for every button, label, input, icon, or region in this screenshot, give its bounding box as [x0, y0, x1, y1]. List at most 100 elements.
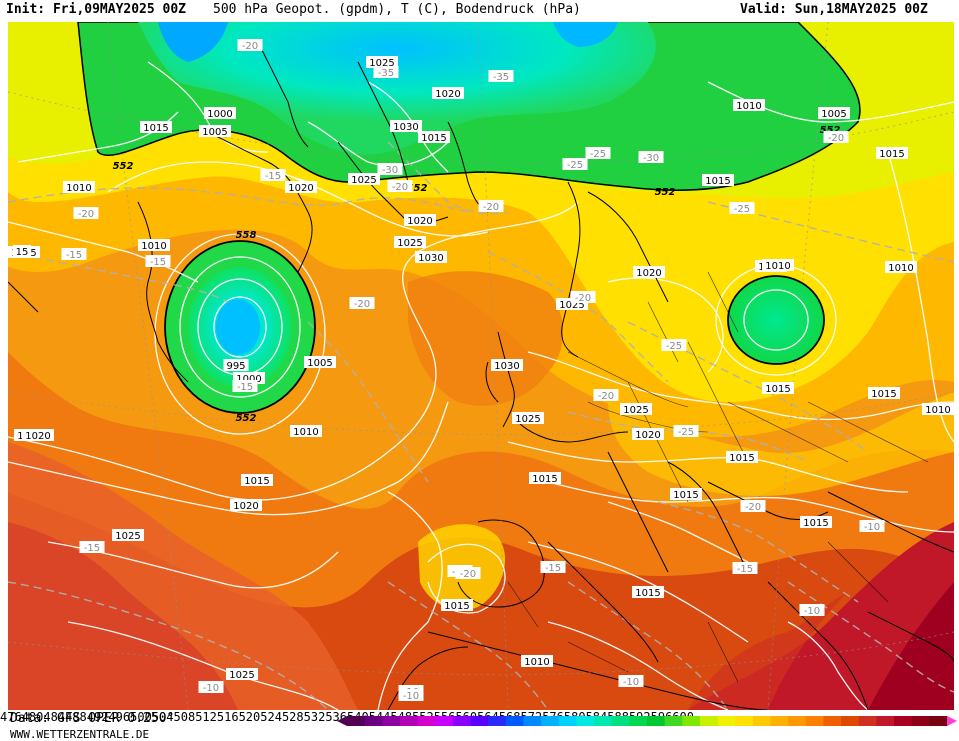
- map-footer: Data: GFS OPER 0.250° WWW.WETTERZENTRALE…: [0, 710, 959, 741]
- pressure-label: 1025: [515, 414, 540, 425]
- pressure-label: 1020: [407, 216, 432, 227]
- map-label-box: [304, 356, 336, 368]
- map-label-box: [73, 207, 99, 219]
- init-time: Init: Fri,09MAY2025 00Z: [6, 2, 187, 17]
- map-label-box: [633, 266, 665, 278]
- pressure-label: 1010: [66, 183, 91, 194]
- legend-tick: 488: [65, 710, 87, 724]
- map-label-box: [232, 380, 258, 392]
- pressure-label: 1030: [418, 253, 443, 264]
- pressure-label: 15: [16, 247, 29, 258]
- legend-tick: 516: [216, 710, 239, 724]
- temperature-label: -30: [382, 165, 398, 176]
- pressure-label: 1015: [244, 476, 269, 487]
- map-label-box: [373, 66, 399, 78]
- map-label-box: [673, 425, 699, 437]
- map-label-box: [529, 472, 561, 484]
- pressure-label: 1020: [636, 268, 661, 279]
- temperature-label: -15: [237, 382, 253, 393]
- map-label-box: [733, 99, 765, 111]
- temperature-label: -10: [864, 522, 880, 533]
- pressure-label: 1025: [115, 531, 140, 542]
- legend-tick: 528: [281, 710, 304, 724]
- temperature-label: -25: [567, 160, 583, 171]
- legend-swatch: [805, 716, 824, 726]
- data-source: Data: GFS OPER 0.250°: [10, 711, 175, 726]
- website-url: WWW.WETTERZENTRALE.DE: [10, 728, 150, 741]
- map-label-box: [241, 474, 273, 486]
- map-label-box: [198, 681, 224, 693]
- legend-swatch: [770, 716, 789, 726]
- map-label-box: [859, 520, 885, 532]
- map-label-box: [290, 425, 322, 437]
- legend-swatch: [682, 716, 701, 726]
- pressure-label: 1000: [236, 374, 261, 385]
- legend-swatch: [452, 716, 472, 726]
- legend-tick: 508: [173, 710, 196, 724]
- temperature-label: -20: [575, 293, 591, 304]
- map-label-box: [226, 668, 258, 680]
- pressure-label: 1005: [202, 127, 227, 138]
- map-label-box: [441, 599, 473, 611]
- temperature-label: -30: [643, 153, 659, 164]
- legend-tick: 492: [86, 710, 109, 724]
- temperature-label: -25: [678, 427, 694, 438]
- map-label-box: [204, 107, 236, 119]
- map-label-box: [390, 120, 422, 132]
- temperature-label: -15: [737, 564, 753, 575]
- pressure-label: 1025: [559, 300, 584, 311]
- map-label-box: [670, 488, 702, 500]
- map-label-box: [800, 516, 832, 528]
- pressure-label: 1010: [736, 101, 761, 112]
- pressure-label: 1005: [307, 358, 332, 369]
- pressure-label: 1015: [143, 123, 168, 134]
- legend-swatch: [505, 716, 524, 726]
- temperature-label: -10: [203, 683, 219, 694]
- isobars: [8, 61, 954, 710]
- pressure-label: 1015: [444, 601, 469, 612]
- map-label-box: [349, 297, 375, 309]
- map-label-box: [394, 236, 426, 248]
- legend-swatch: [611, 716, 630, 726]
- legend-swatch: [788, 716, 807, 726]
- map-label-box: [415, 251, 447, 263]
- map-label-box: [488, 70, 514, 82]
- map-label-box: [404, 214, 436, 226]
- map-label-box: [632, 586, 664, 598]
- legend-tick: 476: [0, 710, 22, 724]
- map-label-box: [570, 291, 596, 303]
- pressure-label: 1000: [207, 109, 232, 120]
- chart-title: 500 hPa Geopot. (gpdm), T (C), Bodendruc…: [213, 2, 581, 17]
- map-label-box: [740, 500, 766, 512]
- temperature-label: -10: [403, 691, 419, 702]
- legend-swatch: [523, 716, 542, 726]
- temperature-label: -20: [354, 299, 370, 310]
- map-label-box: [729, 202, 755, 214]
- legend-swatch: [735, 716, 754, 726]
- geopotential-label: 552: [113, 161, 134, 172]
- temperature-label: -20: [242, 41, 258, 52]
- pressure-label: 1020: [635, 430, 660, 441]
- pressure-label: 1030: [393, 122, 418, 133]
- legend-swatch: [594, 716, 613, 726]
- legend-swatch: [858, 716, 877, 726]
- geopotential-label: 552: [236, 413, 257, 424]
- map-label-box: [377, 163, 403, 175]
- legend-tick: 504: [151, 710, 174, 724]
- map-label-box: [138, 239, 170, 251]
- map-label-box: [230, 499, 262, 511]
- legend-swatch: [823, 716, 842, 726]
- map-label-box: [512, 412, 544, 424]
- map-label-box: [478, 200, 504, 212]
- map-label-box: [922, 403, 954, 415]
- temperature-label: -25: [666, 341, 682, 352]
- temperature-label: -25: [590, 149, 606, 160]
- temperature-label: -35: [378, 68, 394, 79]
- map-label-box: [661, 339, 687, 351]
- legend-swatch: [876, 716, 895, 726]
- map-label-box: [868, 387, 900, 399]
- pressure-label: 1010: [141, 241, 166, 252]
- map-label-box: [348, 173, 380, 185]
- legend-swatch: [929, 716, 948, 726]
- map-label-box: [562, 158, 588, 170]
